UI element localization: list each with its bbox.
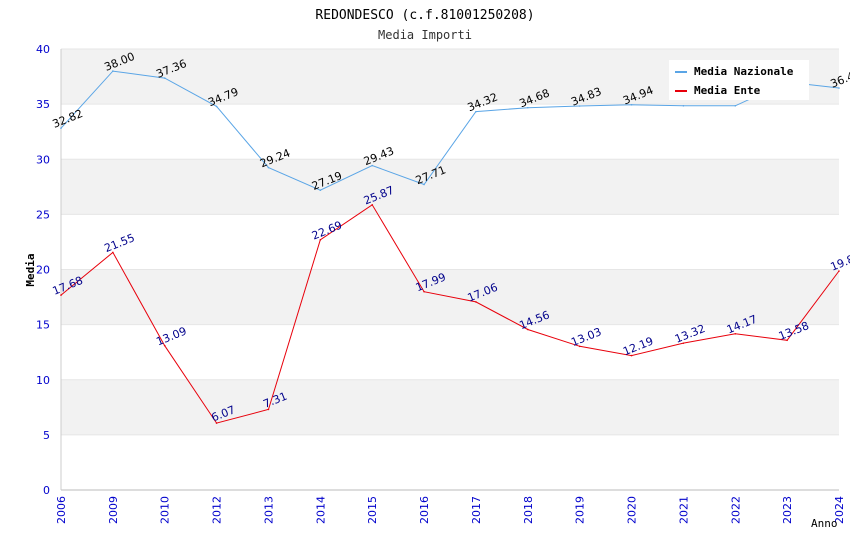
x-tick-label-2023: 2023: [781, 496, 794, 524]
data-label-media-ente-2020: 12.19: [621, 334, 655, 358]
data-point-media-ente-2024: [838, 270, 840, 272]
legend-label-media-nazionale: Media Nazionale: [694, 65, 794, 78]
data-point-media-ente-2014: [319, 239, 322, 241]
data-point-media-ente-2010: [163, 344, 166, 347]
x-tick-label-2019: 2019: [574, 496, 587, 524]
data-label-media-ente-2024: 19.86: [829, 250, 850, 274]
legend-label-media-ente: Media Ente: [694, 84, 761, 97]
data-point-media-nazionale-2019: [578, 105, 581, 107]
y-tick-label-25: 25: [36, 208, 50, 221]
band-25-30: [61, 159, 839, 215]
data-point-media-nazionale-2021: [682, 104, 685, 107]
series-layer: [60, 70, 840, 424]
chart-title: REDONDESCO (c.f.81001250208): [315, 8, 534, 23]
series-line-media-ente: [60, 204, 840, 424]
x-axis-ticks: 2006 2009 2010 2012 2013 2014 2015 2016 2017 2018…: [55, 496, 846, 524]
data-point-media-ente-2020: [630, 354, 633, 357]
data-point-media-nazionale-2018: [527, 106, 529, 109]
x-tick-label-2006: 2006: [55, 496, 68, 524]
chart-subtitle: Media Importi: [378, 28, 472, 42]
y-tick-label-40: 40: [36, 43, 50, 56]
x-tick-label-2014: 2014: [314, 496, 327, 524]
data-point-media-nazionale-2010: [163, 77, 166, 79]
y-tick-label-10: 10: [36, 374, 50, 387]
x-tick-label-2020: 2020: [626, 496, 639, 524]
data-point-media-nazionale-2006: [60, 127, 62, 129]
data-point-media-ente-2022: [734, 332, 737, 335]
data-point-media-ente-2016: [423, 290, 425, 293]
data-point-media-ente-2013: [267, 408, 270, 411]
data-point-media-nazionale-2020: [630, 103, 633, 106]
x-axis-label: Anno: [811, 517, 838, 530]
data-point-media-nazionale-2009: [112, 70, 114, 72]
x-tick-label-2015: 2015: [366, 496, 379, 524]
data-point-media-nazionale-2012: [215, 105, 218, 108]
data-point-media-ente-2021: [682, 342, 685, 344]
data-point-media-ente-2017: [475, 301, 477, 303]
data-point-media-nazionale-2014: [319, 189, 322, 192]
background-bands: [61, 49, 839, 435]
data-point-media-ente-2018: [527, 328, 529, 331]
y-tick-label-0: 0: [43, 484, 50, 497]
x-tick-label-2010: 2010: [159, 496, 172, 524]
legend-box: [669, 60, 809, 100]
data-point-media-ente-2023: [786, 339, 788, 342]
data-point-media-ente-2015: [371, 203, 374, 206]
data-label-media-ente-2019: 13.03: [569, 325, 603, 349]
data-point-media-ente-2012: [215, 422, 218, 424]
series-line-media-nazionale: [60, 70, 840, 191]
data-point-media-nazionale-2017: [475, 110, 477, 113]
y-tick-label-20: 20: [36, 264, 50, 277]
data-label-media-nazionale-2006: 32.82: [51, 107, 85, 131]
data-point-media-nazionale-2024: [838, 87, 840, 89]
data-point-media-nazionale-2016: [423, 183, 425, 186]
data-point-media-nazionale-2013: [267, 166, 270, 169]
data-point-media-ente-2009: [112, 251, 114, 254]
x-tick-label-2021: 2021: [677, 496, 690, 524]
y-axis-label: Media: [24, 253, 37, 286]
data-label-media-ente-2009: 21.55: [103, 231, 137, 255]
y-tick-label-5: 5: [43, 429, 50, 442]
x-tick-label-2022: 2022: [729, 496, 742, 524]
grid-lines: [61, 48, 839, 491]
y-axis-ticks: 0 5 10 15 20 25 30 35 40: [36, 43, 50, 497]
x-tick-label-2012: 2012: [211, 496, 224, 524]
y-tick-label-35: 35: [36, 98, 50, 111]
legend: Media Nazionale Media Ente: [669, 60, 809, 100]
x-tick-label-2009: 2009: [107, 496, 120, 524]
data-label-media-ente-2014: 22.69: [310, 219, 344, 243]
data-point-media-ente-2006: [60, 294, 62, 296]
x-tick-label-2017: 2017: [470, 496, 483, 524]
y-tick-label-30: 30: [36, 153, 50, 166]
data-point-media-nazionale-2022: [734, 104, 737, 107]
y-tick-label-15: 15: [36, 319, 50, 332]
data-label-media-ente-2010: 13.09: [154, 325, 188, 349]
x-tick-label-2016: 2016: [418, 496, 431, 524]
x-tick-label-2018: 2018: [522, 496, 535, 524]
data-point-media-nazionale-2015: [371, 164, 374, 167]
band-5-10: [61, 379, 839, 435]
data-point-media-ente-2019: [578, 345, 581, 348]
x-tick-label-2024: 2024: [833, 496, 846, 524]
x-tick-label-2013: 2013: [262, 496, 275, 524]
